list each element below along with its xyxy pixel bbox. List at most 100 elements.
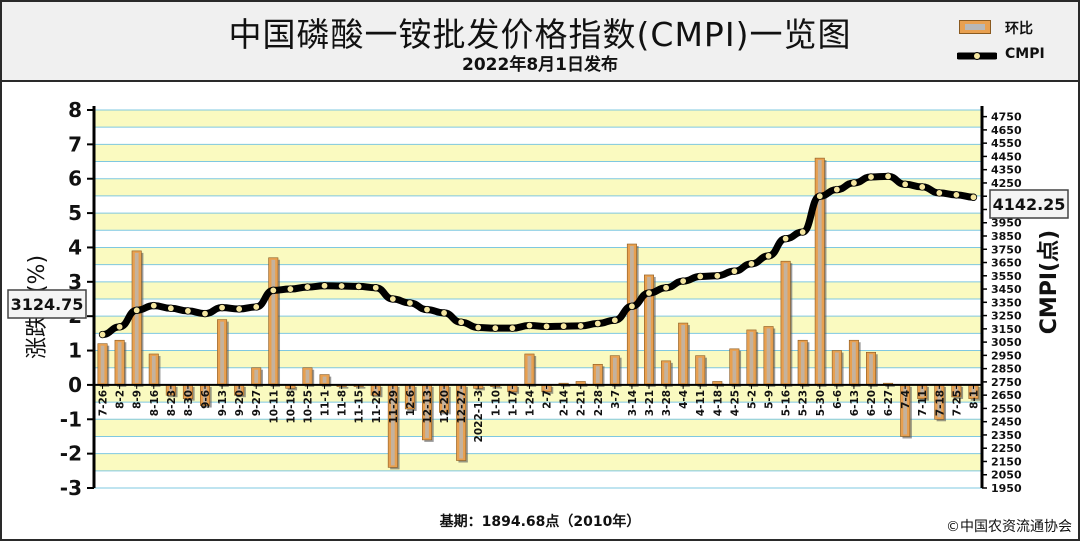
bar-swatch-icon bbox=[959, 20, 991, 34]
cmpi-point bbox=[645, 289, 653, 297]
bar bbox=[626, 243, 639, 387]
chart-header: 中国磷酸一铵批发价格指数(CMPI)一览图 2022年8月1日发布 环比 CMP… bbox=[2, 2, 1078, 82]
cmpi-point bbox=[184, 307, 192, 315]
y-right-tick-label: 3550 bbox=[991, 270, 1022, 283]
x-tick-label: 5-30 bbox=[815, 390, 827, 416]
y-right-tick-label: 4550 bbox=[991, 137, 1022, 150]
bar bbox=[609, 355, 622, 387]
cmpi-point bbox=[969, 193, 978, 201]
y-right-tick-label: 3450 bbox=[991, 283, 1022, 296]
plot-band bbox=[94, 384, 982, 403]
legend-line-label: CMPI bbox=[1005, 46, 1045, 62]
x-tick-label: 6-20 bbox=[866, 390, 878, 416]
x-tick-label: 10-11 bbox=[268, 390, 280, 424]
copyright-note: ©中国农资流通协会 bbox=[946, 519, 1072, 535]
cmpi-point bbox=[218, 303, 226, 312]
cmpi-point bbox=[884, 172, 892, 181]
y-right-tick-label: 2650 bbox=[991, 389, 1022, 402]
cmpi-point bbox=[303, 283, 312, 291]
cmpi-point bbox=[440, 309, 448, 317]
bar bbox=[797, 339, 810, 387]
cmpi-point bbox=[354, 282, 363, 291]
cmpi-point bbox=[98, 330, 107, 339]
bar bbox=[268, 257, 281, 387]
cmpi-point bbox=[833, 185, 841, 194]
x-tick-label: 8-30 bbox=[183, 390, 195, 416]
x-axis-labels: 7-26 8-2 8-9 8-16 8-23 8-30 9-6 9-13 9-20 9-27 10-… bbox=[98, 384, 980, 443]
y-right-tick-label: 2850 bbox=[991, 363, 1022, 376]
plot-background bbox=[94, 110, 982, 488]
x-tick-label: 2-28 bbox=[593, 390, 605, 416]
cmpi-point bbox=[201, 309, 209, 318]
bar bbox=[114, 339, 127, 387]
x-tick-label: 12-27 bbox=[456, 390, 468, 424]
y-right-tick-label: 3650 bbox=[991, 257, 1022, 270]
x-tick-label: 6-13 bbox=[849, 390, 861, 416]
x-tick-label: 5-2 bbox=[746, 390, 758, 409]
y-left-tick-label: 8 bbox=[68, 98, 82, 122]
plot-band bbox=[94, 453, 982, 471]
x-tick-label: 9-20 bbox=[234, 390, 246, 416]
y-right-tick-label: 4450 bbox=[991, 150, 1022, 163]
plot-band bbox=[94, 264, 982, 282]
cmpi-point bbox=[132, 306, 141, 314]
cmpi-point bbox=[559, 322, 568, 330]
y-right-tick-label: 2250 bbox=[991, 442, 1022, 455]
x-tick-label: 2022-1-3 bbox=[473, 390, 485, 443]
bar bbox=[148, 353, 161, 387]
x-tick-label: 3-21 bbox=[644, 390, 656, 416]
cmpi-point bbox=[115, 323, 124, 331]
bar bbox=[848, 339, 861, 387]
y-right-tick-label: 1950 bbox=[991, 482, 1022, 495]
y-right-tick-label: 3150 bbox=[991, 323, 1022, 336]
plot-band bbox=[94, 350, 982, 368]
x-tick-label: 4-18 bbox=[712, 390, 724, 416]
bar bbox=[831, 350, 844, 387]
y-axis-right-ticks: 1950205021502250235024502550265027502850… bbox=[982, 111, 1022, 495]
bar bbox=[729, 348, 742, 387]
x-tick-label: 12-6 bbox=[405, 390, 417, 416]
y-axis-right-title: CMPI(点) bbox=[1036, 230, 1062, 334]
y-right-tick-label: 2950 bbox=[991, 349, 1022, 362]
plot-band bbox=[94, 419, 982, 437]
bar bbox=[131, 250, 144, 387]
legend-bar-label: 环比 bbox=[1005, 21, 1033, 37]
x-tick-label: 10-25 bbox=[302, 390, 314, 424]
callout-left: 3124.75 bbox=[7, 289, 87, 319]
base-period-note: 基期：1894.68点（2010年） bbox=[439, 514, 641, 530]
x-tick-label: 3-28 bbox=[661, 390, 673, 416]
plot-band bbox=[94, 161, 982, 179]
x-tick-label: 8-2 bbox=[115, 390, 127, 409]
plot-band bbox=[94, 436, 982, 454]
cmpi-point bbox=[816, 192, 824, 200]
cmpi-point bbox=[713, 272, 722, 280]
x-tick-label: 8-23 bbox=[166, 390, 178, 416]
cmpi-point bbox=[491, 324, 500, 332]
cmpi-point bbox=[372, 284, 380, 292]
x-tick-label: 5-9 bbox=[764, 390, 776, 409]
plot-band bbox=[94, 213, 982, 231]
cmpi-point bbox=[423, 305, 431, 314]
y-right-tick-label: 3950 bbox=[991, 217, 1022, 230]
cmpi-point bbox=[286, 285, 295, 293]
cmpi-point bbox=[542, 322, 551, 331]
y-right-tick-label: 2750 bbox=[991, 376, 1022, 389]
y-right-tick-label: 2150 bbox=[991, 455, 1022, 468]
y-left-tick-label: 7 bbox=[68, 132, 82, 156]
bar bbox=[661, 360, 673, 387]
bar bbox=[97, 343, 110, 387]
chart-subtitle: 2022年8月1日发布 bbox=[462, 55, 618, 75]
y-right-tick-label: 4250 bbox=[991, 177, 1022, 190]
x-tick-label: 4-25 bbox=[729, 390, 741, 416]
y-right-tick-label: 3250 bbox=[991, 310, 1022, 323]
plot-band bbox=[94, 195, 982, 214]
bar-series bbox=[97, 157, 981, 470]
cmpi-point bbox=[508, 324, 517, 332]
x-tick-label: 7-25 bbox=[951, 390, 963, 416]
x-tick-label: 3-14 bbox=[627, 390, 639, 416]
cmpi-point bbox=[764, 252, 773, 260]
cmpi-point bbox=[269, 286, 278, 295]
x-tick-label: 1-10 bbox=[490, 390, 502, 416]
cmpi-point bbox=[696, 272, 704, 281]
plot-band bbox=[94, 178, 982, 196]
